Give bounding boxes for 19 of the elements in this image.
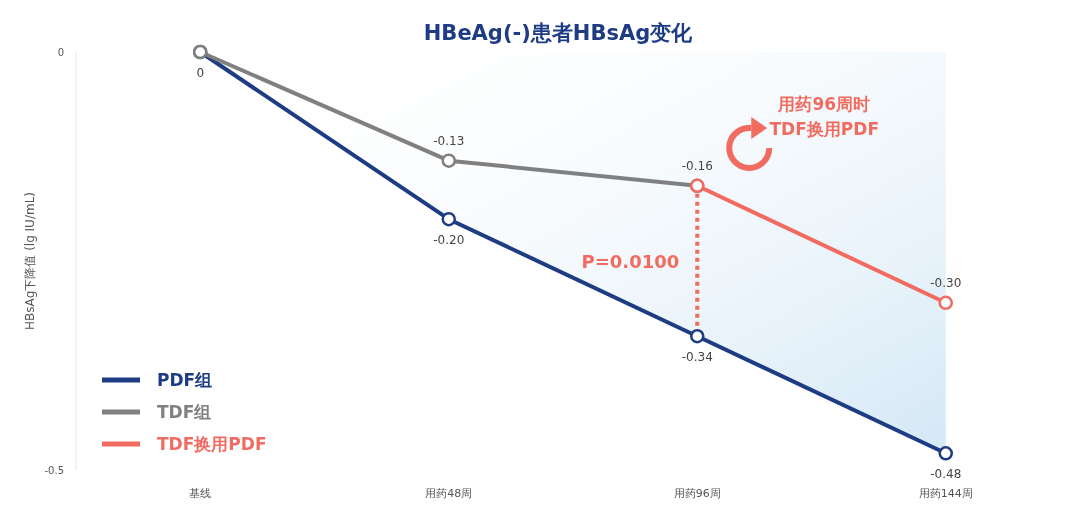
y-axis-title: HBsAg下降值 (lg IU/mL): [23, 191, 37, 331]
y-tick-label: -0.5: [44, 465, 64, 476]
data-label: -0.16: [681, 158, 713, 173]
x-tick-label: 用药144周: [918, 487, 973, 500]
annotation: P=0.0100: [581, 251, 680, 272]
data-label: -0.13: [433, 133, 465, 148]
data-label: 0: [196, 66, 205, 80]
data-label: -0.20: [433, 233, 465, 248]
legend-label: PDF组: [157, 370, 213, 390]
x-tick-label: 基线: [189, 487, 212, 500]
data-label: -0.34: [681, 350, 713, 365]
chart-title: HBeAg(-)患者HBsAg变化: [423, 21, 694, 45]
data-label: -0.48: [930, 467, 962, 482]
data-label: -0.30: [930, 275, 962, 290]
annotation: 用药96周时 TDF换用PDF: [769, 94, 880, 139]
x-tick-label: 用药48周: [425, 487, 473, 500]
legend-label: TDF换用PDF: [157, 434, 267, 454]
x-tick-label: 用药96周: [673, 487, 721, 500]
legend-label: TDF组: [157, 402, 212, 422]
